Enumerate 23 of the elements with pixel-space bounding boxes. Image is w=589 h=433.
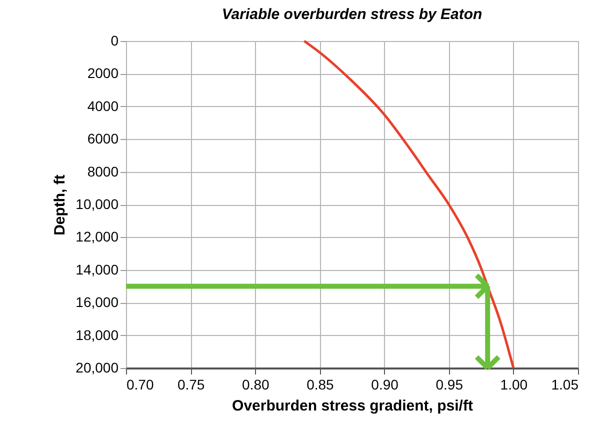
y-tick-label: 8000 [87, 163, 119, 180]
y-tick-label: 14,000 [76, 261, 119, 278]
x-tick-label: 0.70 [126, 376, 154, 392]
y-tick-label: 12,000 [76, 228, 119, 245]
y-tick-label: 10,000 [76, 196, 119, 212]
x-axis-title: Overburden stress gradient, psi/ft [232, 398, 473, 414]
x-tick-label: 0.85 [306, 376, 334, 392]
y-tick-label: 18,000 [76, 326, 119, 343]
y-tick-label: 6000 [87, 130, 119, 147]
y-tick-label: 16,000 [76, 294, 119, 310]
x-tick-label: 0.75 [177, 376, 205, 392]
chart-title: Variable overburden stress by Eaton [222, 6, 482, 23]
y-axis-title: Depth, ft [52, 174, 69, 236]
y-tick-label: 0 [110, 32, 119, 48]
x-tick-label: 1.00 [500, 376, 528, 392]
x-tick-label: 0.95 [436, 376, 464, 392]
y-tick-label: 20,000 [76, 360, 119, 376]
y-tick-label: 4000 [87, 98, 119, 114]
x-tick-label: 0.80 [242, 376, 270, 392]
x-tick-label: 1.05 [551, 376, 579, 392]
line-series [302, 40, 515, 370]
x-tick-label: 0.90 [371, 376, 399, 392]
y-tick-label: 2000 [87, 65, 119, 82]
